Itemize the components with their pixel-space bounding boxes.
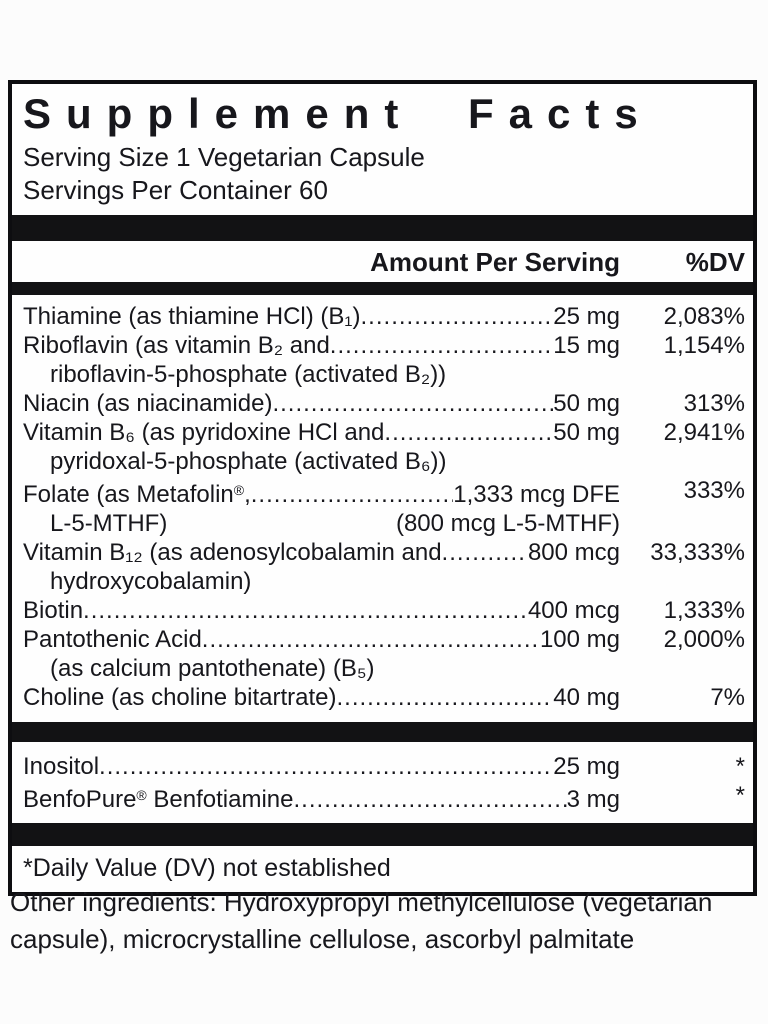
ingredient-name: BenfoPure® Benfotiamine [23,786,294,813]
table-row: Pantothenic Acid 100 mg (as calcium pant… [23,625,745,683]
leader-dots [361,302,554,331]
table-row: Inositol 25 mg * [23,752,745,781]
ingredient-amount: 25 mg [553,303,620,330]
table-row: Biotin 400 mcg 1,333% [23,596,745,625]
table-row: Vitamin B₁₂ (as adenosylcobalamin and 80… [23,538,745,596]
ingredient-amount: 400 mcg [527,597,620,624]
amount-per-serving-header: Amount Per Serving [370,247,620,277]
section-divider-medium [12,722,753,742]
serving-size: Serving Size 1 Vegetarian Capsule [23,142,425,172]
ingredient-amount: 100 mg [539,626,620,653]
table-row: BenfoPure® Benfotiamine 3 mg * [23,781,745,814]
ingredient-dv: 2,941% [663,419,745,446]
ingredient-dv: 333% [683,477,745,504]
ingredient-name: Vitamin B₁₂ (as adenosylcobalamin and [23,539,442,566]
ingredient-dv: 2,000% [663,626,745,653]
ingredient-name: Inositol [23,753,100,780]
daily-value-footnote: *Daily Value (DV) not established [23,854,391,882]
ingredient-name: Biotin [23,597,84,624]
ingredient-amount: 1,333 mcg DFE [453,481,620,508]
ingredient-dv: 33,333% [650,539,745,566]
leader-dots [330,331,554,360]
leader-dots [272,389,553,418]
ingredient-name-continuation: (as calcium pantothenate) (B₅) [50,655,375,682]
table-row: Niacin (as niacinamide) 50 mg 313% [23,389,745,418]
ingredient-name: Folate (as Metafolin®, [23,481,251,508]
ingredient-amount: 3 mg [566,786,620,813]
ingredient-dv: 1,154% [663,332,745,359]
ingredient-amount: 25 mg [553,753,620,780]
ingredient-amount-secondary: (800 mcg L-5-MTHF) [395,510,620,537]
main-ingredient-table: Thiamine (as thiamine HCl) (B₁) 25 mg 2,… [12,295,753,712]
ingredient-name: Pantothenic Acid [23,626,202,653]
column-header-row: Amount Per Serving %DV [12,241,753,282]
ingredient-dv: 1,333% [663,597,745,624]
ingredient-amount: 50 mg [553,390,620,417]
dv-header: %DV [685,247,745,277]
ingredient-amount: 50 mg [553,419,620,446]
ingredient-dv: * [735,782,745,809]
servings-per-container: Servings Per Container 60 [23,175,328,205]
section-divider-thin [12,282,753,295]
ingredient-dv: * [735,753,745,780]
ingredient-name: Niacin (as niacinamide) [23,390,273,417]
leader-dots [294,785,567,814]
ingredient-amount: 15 mg [553,332,620,359]
other-ingredients-text: Other ingredients: Hydroxypropyl methylc… [10,887,713,954]
registered-mark: ® [136,787,147,803]
table-row: Riboflavin (as vitamin B₂ and 15 mg ribo… [23,331,745,389]
table-row: Choline (as choline bitartrate) 40 mg 7% [23,683,745,712]
ingredient-name-continuation: riboflavin-5-phosphate (activated B₂)) [50,361,447,388]
ingredient-name-continuation: pyridoxal-5-phosphate (activated B₆)) [50,448,447,475]
ingredient-amount: 800 mcg [527,539,620,566]
table-row: Folate (as Metafolin®, 1,333 mcg DFE L-5… [23,476,745,538]
ingredient-name-continuation: hydroxycobalamin) [50,568,252,595]
leader-dots [99,752,553,781]
section-divider-thick [12,215,753,241]
registered-mark: ® [233,482,245,498]
ingredient-amount: 40 mg [553,684,620,711]
section-divider-bottom [12,823,753,846]
table-row: Vitamin B₆ (as pyridoxine HCl and 50 mg … [23,418,745,476]
secondary-ingredient-table: Inositol 25 mg * BenfoPure® Benfotiamine… [12,742,753,814]
supplement-facts-panel: Supplement Facts Serving Size 1 Vegetari… [8,80,757,896]
ingredient-name: Choline (as choline bitartrate) [23,684,337,711]
ingredient-dv: 7% [710,684,745,711]
leader-dots [337,683,554,712]
ingredient-name: Vitamin B₆ (as pyridoxine HCl and [23,419,385,446]
leader-dots [251,480,454,509]
leader-dots [83,596,528,625]
table-row: Thiamine (as thiamine HCl) (B₁) 25 mg 2,… [23,302,745,331]
leader-dots [442,538,528,567]
ingredient-dv: 313% [683,390,745,417]
leader-dots [384,418,553,447]
ingredient-name-continuation: L-5-MTHF) (800 mcg L-5-MTHF) [50,510,620,537]
leader-dots [202,625,540,654]
ingredient-dv: 2,083% [663,303,745,330]
panel-title: Supplement Facts [23,90,653,137]
serving-info: Serving Size 1 Vegetarian Capsule Servin… [12,141,753,207]
ingredient-name: Thiamine (as thiamine HCl) (B₁) [23,303,361,330]
ingredient-name: Riboflavin (as vitamin B₂ and [23,332,330,359]
